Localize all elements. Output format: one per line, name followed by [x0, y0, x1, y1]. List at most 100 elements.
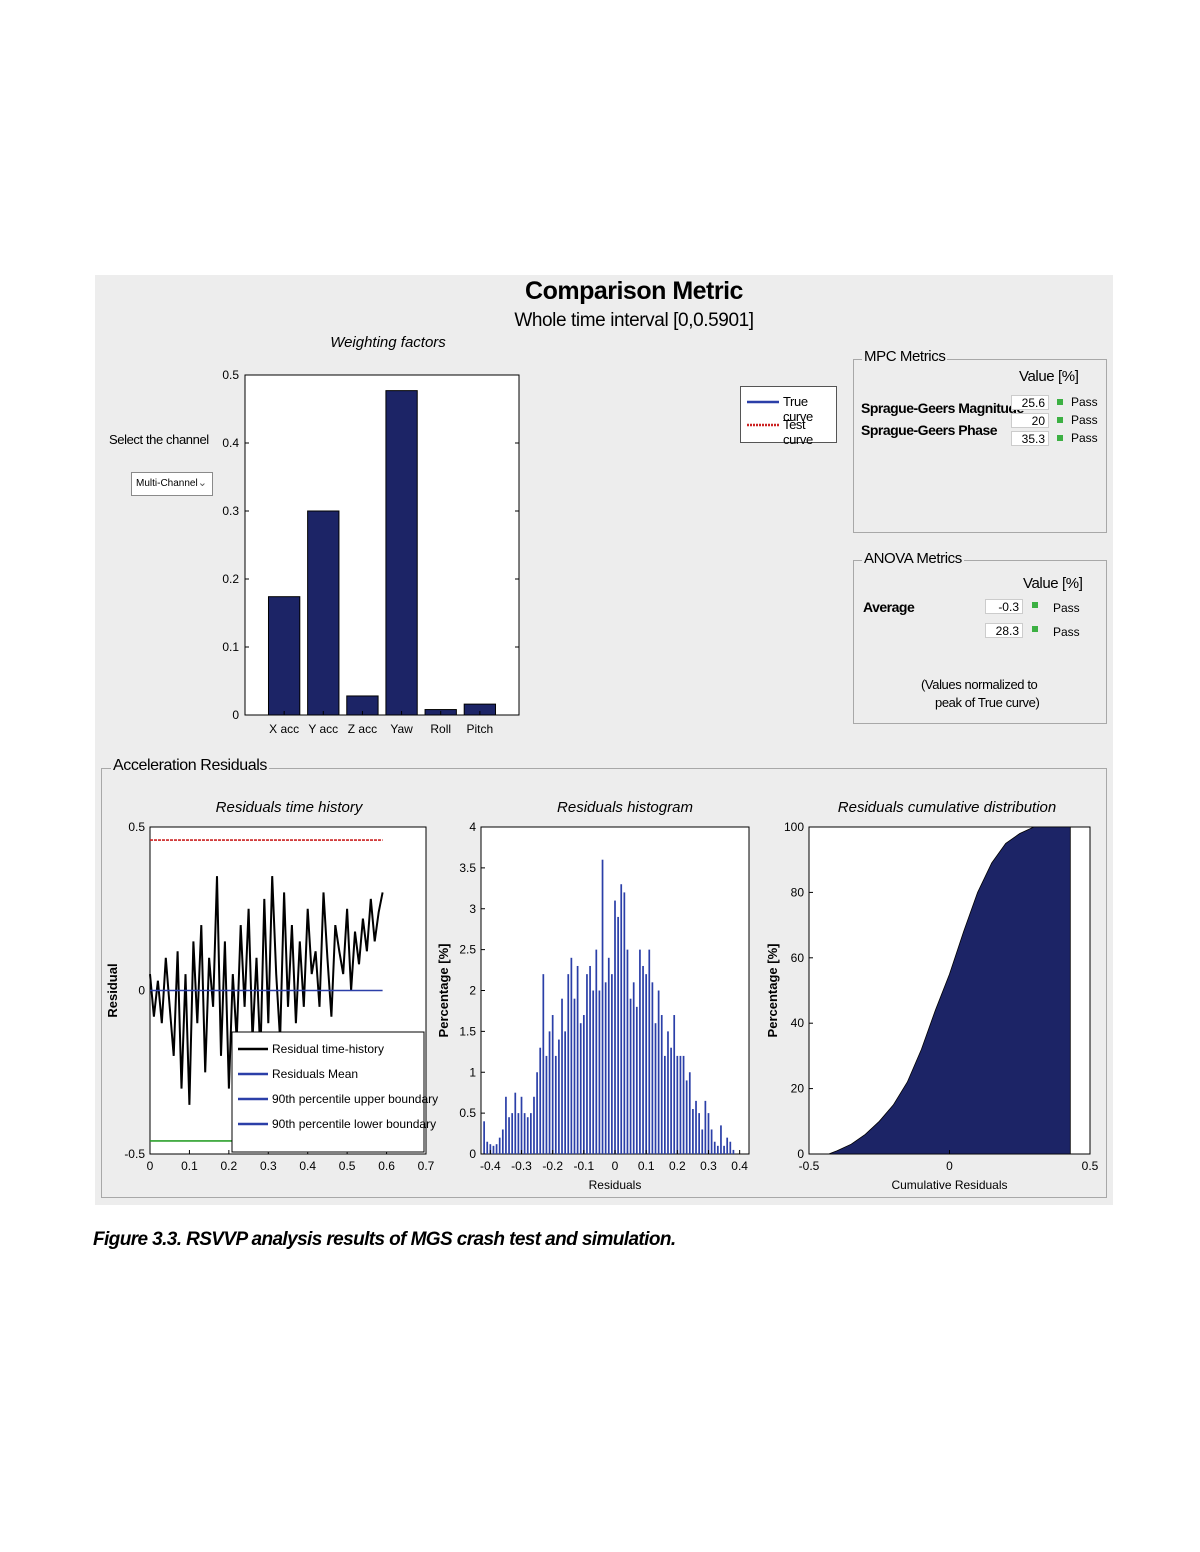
mpc-metrics-panel: [853, 359, 1107, 533]
histogram-bar: [492, 1145, 495, 1154]
y-tick-label: 3.5: [459, 861, 476, 875]
y-tick-label: -0.5: [124, 1147, 145, 1161]
histogram-bar: [501, 1129, 504, 1154]
legend-label-2: 90th percentile upper boundary: [272, 1092, 438, 1106]
histogram-bar: [729, 1141, 732, 1154]
histogram-bar: [670, 1047, 672, 1154]
app-window: Comparison Metric Whole time interval [0…: [95, 275, 1113, 1205]
residual-legend-box: [231, 1031, 425, 1153]
histogram-bar: [673, 1015, 676, 1154]
histogram-bar: [704, 1100, 707, 1154]
y-tick-label: 40: [791, 1016, 805, 1030]
anova-value-second: 28.3: [985, 623, 1023, 638]
histogram-bar: [598, 990, 601, 1154]
anova-value-header: Value [%]: [1023, 575, 1083, 592]
x-tick-label: 0: [946, 1159, 953, 1173]
x-tick-label: Z acc: [348, 722, 377, 736]
channel-label: Select the channel: [109, 432, 209, 447]
histogram-bar: [617, 916, 619, 1154]
histogram-bar: [505, 1096, 507, 1154]
histogram-bar: [698, 1113, 700, 1154]
anova-row-label-average: Average: [863, 599, 915, 615]
y-tick-label: 0: [232, 708, 239, 722]
channel-select[interactable]: Multi-Channel ⌄: [131, 472, 213, 496]
histogram-bar: [629, 998, 632, 1154]
y-tick-label: 0: [138, 984, 145, 998]
series-line-0: [149, 876, 384, 1105]
x-tick-label: -0.1: [573, 1159, 594, 1173]
histogram-bar: [604, 982, 607, 1154]
mpc-status-magnitude: Pass: [1071, 395, 1098, 409]
x-axis-label: Cumulative Residuals: [891, 1178, 1007, 1192]
histogram-bar: [685, 1080, 688, 1154]
histogram-bar: [611, 974, 613, 1154]
bar-y-acc: [307, 510, 340, 716]
histogram-bar: [486, 1141, 489, 1154]
x-tick-label: 0: [147, 1159, 154, 1173]
x-tick-label: -0.5: [799, 1159, 820, 1173]
y-tick-label: 0.5: [222, 368, 239, 382]
page-subtitle: Whole time interval [0,0.5901]: [514, 310, 754, 331]
histogram-bar: [536, 1072, 538, 1154]
pass-indicator: [1057, 399, 1063, 405]
histogram-bar: [489, 1144, 492, 1154]
anova-status-second: Pass: [1053, 625, 1080, 639]
x-tick-label: -0.4: [480, 1159, 501, 1173]
histogram-bar: [601, 859, 604, 1154]
histogram-bar: [542, 974, 545, 1154]
channel-select-value: Multi-Channel: [136, 478, 198, 489]
residual-histogram-chart: Residuals histogram -0.4 -0.3 -0.2 -0.1 0 0.1…: [436, 799, 750, 1192]
histogram-bar: [483, 1121, 485, 1154]
histogram-bar: [660, 1015, 663, 1154]
y-tick-label: 0.4: [222, 436, 239, 450]
bar-yaw: [385, 390, 418, 716]
histogram-bar: [620, 884, 623, 1154]
anova-note-line1: (Values normalized to: [921, 677, 1038, 692]
test-curve-label: Test curve: [783, 417, 813, 447]
histogram-bar: [726, 1137, 729, 1154]
pass-indicator: [1032, 602, 1038, 608]
x-tick-label: 0.4: [731, 1159, 748, 1173]
histogram-bar: [567, 974, 570, 1154]
histogram-bar: [667, 1031, 669, 1154]
x-tick-label: Y acc: [308, 722, 338, 736]
x-axis-label: Residuals: [589, 1178, 642, 1192]
figure-caption: Figure 3.3. RSVVP analysis results of MG…: [93, 1229, 676, 1250]
y-tick-label: 0.3: [222, 504, 239, 518]
histogram-bar: [701, 1129, 704, 1154]
mpc-status-phase: Pass: [1071, 413, 1098, 427]
legend-label-0: Residual time-history: [272, 1042, 384, 1056]
histogram-bar: [586, 974, 588, 1154]
x-tick-label: Yaw: [390, 722, 413, 736]
x-tick-label: 0.5: [339, 1159, 356, 1173]
histogram-bar: [682, 1055, 685, 1154]
histogram-bar: [573, 998, 576, 1154]
histogram-bar: [607, 957, 610, 1154]
histogram-bar: [695, 1100, 697, 1154]
x-tick-label: 0.6: [378, 1159, 395, 1173]
pass-indicator: [1057, 417, 1063, 423]
residual-time-chart: Residuals time history 0 0.1 0.2 0.3 0.4 0.5 0…: [105, 799, 438, 1173]
x-tick-label: 0.1: [181, 1159, 198, 1173]
histogram-bar: [651, 982, 654, 1154]
y-tick-label: 80: [791, 885, 805, 899]
y-tick-label: 4: [469, 820, 476, 834]
legend-label-3: 90th percentile lower boundary: [272, 1117, 436, 1131]
histogram-bar: [530, 1113, 532, 1154]
histogram-bar: [716, 1145, 719, 1154]
histogram-bar: [545, 1055, 548, 1154]
x-tick-label: 0.1: [638, 1159, 655, 1173]
y-tick-label: 0: [469, 1147, 476, 1161]
anova-note-line2: peak of True curve): [935, 695, 1040, 710]
cumulative-title: Residuals cumulative distribution: [838, 799, 1056, 816]
histogram-bar: [576, 965, 579, 1154]
histogram-bar: [523, 1113, 526, 1154]
y-tick-label: 0: [797, 1147, 804, 1161]
mpc-metrics-title: MPC Metrics: [862, 348, 948, 365]
histogram-bar: [551, 1015, 554, 1154]
histogram-bar: [676, 1055, 679, 1154]
histogram-bar: [520, 1096, 523, 1154]
y-tick-label: 60: [791, 951, 805, 965]
histogram-bar: [558, 1039, 560, 1154]
histogram-bar: [688, 1072, 691, 1154]
